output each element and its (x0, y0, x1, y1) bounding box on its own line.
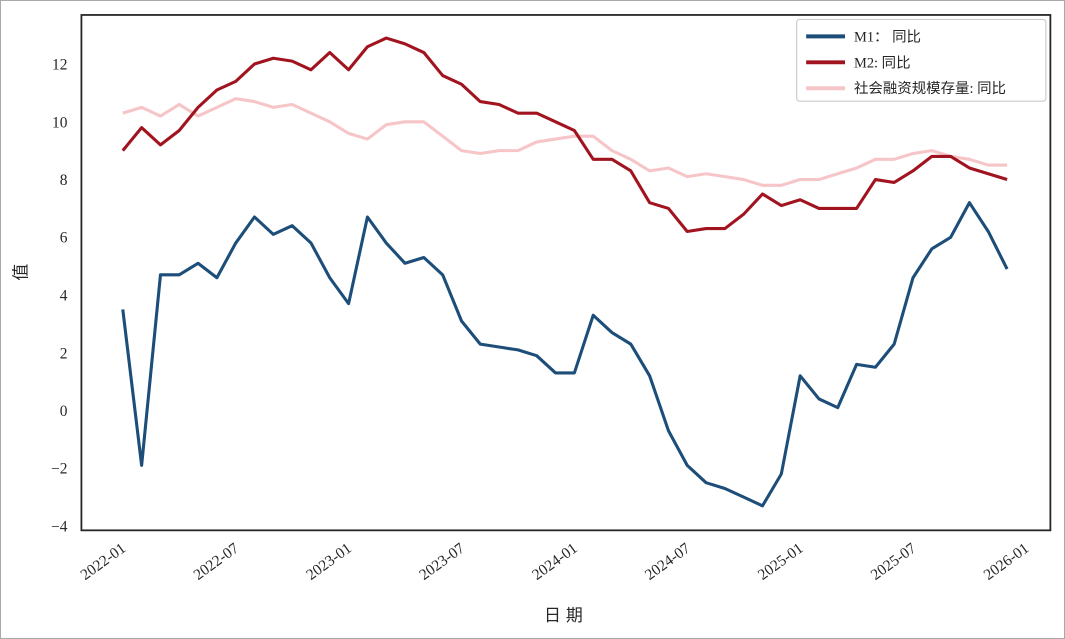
x-tick-label: 2026-01 (981, 540, 1033, 584)
legend-item-1: M2: 同比 (806, 54, 911, 71)
legend-label-1: M2: 同比 (854, 54, 911, 71)
y-tick-label: −2 (51, 461, 67, 478)
legend-label-0: M1： 同比 (854, 28, 921, 45)
legend-item-0: M1： 同比 (806, 28, 921, 45)
series-lines (121, 36, 1009, 508)
x-axis-tick-labels: 2022-01 2022-07 2023-01 2023-07 2024-01 2024-… (77, 540, 1032, 584)
y-axis-tick-labels: −4 −2 0 2 4 6 8 10 12 (51, 56, 68, 535)
x-tick-label: 2025-07 (868, 540, 920, 584)
y-tick-label: 6 (60, 230, 68, 247)
plot-area-frame (80, 14, 1052, 532)
y-tick-label: 10 (52, 114, 68, 131)
x-tick-label: 2024-01 (529, 540, 581, 584)
x-tick-label: 2023-07 (416, 540, 468, 584)
legend-label-2: 社会融资规模存量: 同比 (854, 80, 1006, 97)
series-line-0 (121, 201, 1009, 508)
y-tick-label: −4 (51, 519, 68, 536)
y-tick-label: 0 (60, 403, 68, 420)
y-tick-label: 8 (60, 172, 68, 189)
y-tick-label: 12 (52, 56, 67, 73)
series-line-2 (122, 97, 1008, 187)
x-tick-label: 2022-07 (190, 540, 242, 584)
x-tick-label: 2022-01 (77, 540, 129, 584)
x-axis-title: 日期 (544, 606, 588, 625)
legend-box (796, 18, 1047, 102)
x-tick-label: 2023-01 (303, 540, 355, 584)
y-axis-title: 值 (12, 264, 31, 281)
series-line-1 (121, 36, 1008, 234)
x-tick-label: 2025-01 (755, 540, 807, 584)
y-tick-label: 4 (60, 287, 68, 304)
legend-item-2: 社会融资规模存量: 同比 (806, 80, 1006, 97)
y-tick-label: 2 (60, 345, 68, 362)
x-tick-label: 2024-07 (642, 540, 694, 584)
